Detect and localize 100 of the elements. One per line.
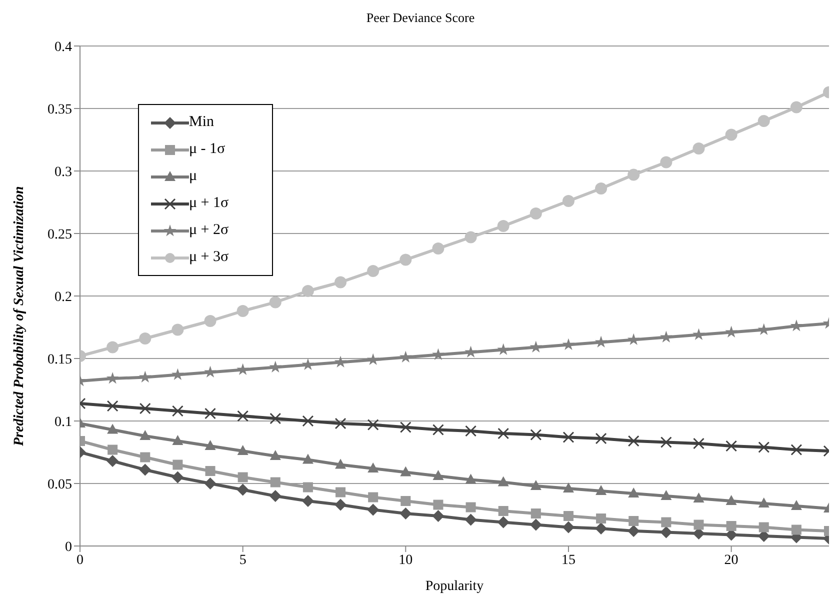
x-tick-label: 10 <box>398 552 413 568</box>
point <box>334 418 346 430</box>
point <box>790 101 802 114</box>
point <box>726 521 736 531</box>
point <box>172 324 184 336</box>
point <box>693 492 704 502</box>
point <box>530 340 542 353</box>
point <box>334 276 347 288</box>
point <box>269 296 282 308</box>
point <box>758 522 769 532</box>
point <box>628 525 640 537</box>
point <box>237 410 249 422</box>
point <box>596 514 606 524</box>
point <box>497 220 510 232</box>
point <box>140 430 151 440</box>
point <box>108 444 118 455</box>
point <box>138 370 152 383</box>
point <box>204 440 216 450</box>
point <box>725 128 738 141</box>
point <box>432 348 444 360</box>
y-tick-label: 0.25 <box>48 227 72 242</box>
point <box>725 326 738 338</box>
point <box>432 424 444 436</box>
point <box>270 412 282 424</box>
point <box>400 422 412 433</box>
point <box>758 115 770 127</box>
y-tick-label: 0.4 <box>54 40 72 55</box>
point <box>594 336 608 348</box>
x-tick-label: 5 <box>239 552 246 568</box>
point <box>172 471 184 484</box>
point <box>562 195 574 207</box>
point <box>530 508 541 518</box>
point <box>433 500 444 510</box>
point <box>758 442 770 453</box>
point <box>367 419 379 430</box>
point <box>497 516 510 528</box>
x-axis-title: Popularity <box>425 579 484 594</box>
point <box>498 428 510 440</box>
point <box>367 265 380 277</box>
point <box>302 482 313 492</box>
point <box>595 432 607 444</box>
point <box>367 504 380 516</box>
point <box>530 208 542 220</box>
point <box>302 285 314 297</box>
x-tick-label: 0 <box>76 552 84 568</box>
point <box>432 470 444 480</box>
y-tick-label: 0.2 <box>54 290 72 305</box>
point <box>595 182 608 194</box>
point <box>334 356 347 368</box>
legend-label: μ + 2σ <box>189 222 229 239</box>
point <box>400 466 412 476</box>
point <box>530 518 542 531</box>
point <box>366 353 380 366</box>
point <box>204 366 216 378</box>
point <box>172 435 184 445</box>
point <box>106 341 119 354</box>
point <box>790 444 802 456</box>
legend-label: μ + 3σ <box>189 249 229 266</box>
point <box>368 462 379 472</box>
point <box>172 368 184 380</box>
point <box>660 436 672 448</box>
point <box>139 332 152 344</box>
point <box>497 343 510 356</box>
point <box>758 498 770 508</box>
point <box>563 511 574 521</box>
point <box>694 520 704 530</box>
y-tick-label: 0.15 <box>48 352 72 368</box>
point <box>139 402 151 414</box>
point <box>172 405 184 417</box>
x-tick-label: 15 <box>561 552 576 568</box>
point <box>400 496 411 506</box>
y-tick-label: 0.3 <box>54 164 72 180</box>
point <box>302 454 314 464</box>
point <box>464 231 477 244</box>
point <box>465 425 477 437</box>
point <box>562 482 574 492</box>
point <box>660 526 672 538</box>
point <box>660 156 672 168</box>
point <box>236 363 250 376</box>
point <box>692 328 705 340</box>
point <box>628 488 640 498</box>
y-tick-label: 0.05 <box>48 477 72 492</box>
point <box>269 490 282 502</box>
point <box>432 510 444 522</box>
point <box>400 508 412 520</box>
y-tick-label: 0 <box>65 540 72 555</box>
point <box>726 495 737 505</box>
point <box>464 514 477 526</box>
point <box>336 487 346 498</box>
y-tick-label: 0.35 <box>48 102 72 118</box>
point <box>596 485 607 495</box>
point <box>628 168 640 181</box>
point <box>334 498 347 511</box>
point <box>106 455 119 467</box>
point <box>791 524 802 535</box>
legend-label: μ + 1σ <box>189 195 229 212</box>
point <box>335 458 346 469</box>
point <box>204 408 216 420</box>
point <box>106 372 119 384</box>
point <box>628 435 640 447</box>
